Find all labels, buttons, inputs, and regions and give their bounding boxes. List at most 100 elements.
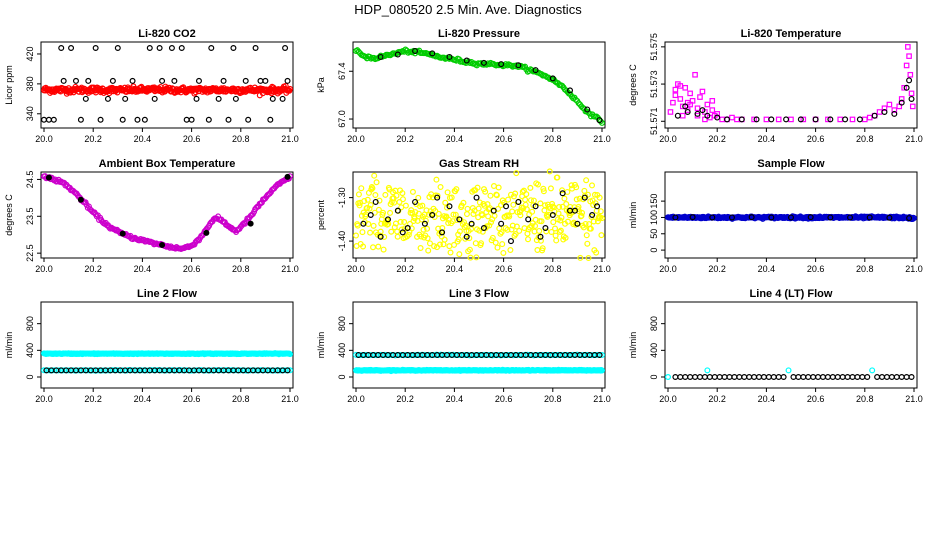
data-point <box>134 367 141 374</box>
series <box>664 367 876 381</box>
y-axis-label: degrees C <box>628 64 638 106</box>
data-point <box>527 197 534 204</box>
data-point <box>455 236 462 243</box>
data-point <box>151 95 158 102</box>
data-point <box>195 77 202 84</box>
data-point <box>94 367 101 374</box>
data-point <box>409 188 416 195</box>
data-point <box>415 194 422 201</box>
figure-title: HDP_080520 2.5 Min. Ave. Diagnostics <box>354 2 582 17</box>
data-point <box>129 77 136 84</box>
data-point <box>697 94 703 100</box>
data-point <box>738 116 745 123</box>
data-point <box>578 212 585 219</box>
data-point <box>815 374 822 381</box>
data-point <box>684 108 691 115</box>
chart-panel-6: Sample Flow ml/min 20.0 20.2 20.4 20.6 20.8 21.… <box>628 158 923 274</box>
data-point <box>513 223 520 230</box>
data-point <box>859 374 866 381</box>
data-point <box>363 352 370 359</box>
data-point <box>367 352 374 359</box>
data-point <box>366 205 373 212</box>
data-point <box>692 71 698 78</box>
data-point <box>426 240 433 247</box>
data-point <box>504 62 511 69</box>
data-point <box>536 227 543 234</box>
data-point <box>849 374 856 381</box>
data-point <box>590 218 597 225</box>
chart-panel-7: Line 2 Flow ml/min 20.0 20.2 20.4 20.6 20.8 21.… <box>4 288 299 404</box>
data-point <box>360 243 367 250</box>
data-point <box>753 116 760 123</box>
data-point <box>460 199 467 206</box>
data-point <box>370 54 377 61</box>
y-tick-label: 22.5 <box>25 244 35 262</box>
data-point <box>472 240 479 247</box>
y-axis-label: percent <box>316 199 326 230</box>
data-point <box>393 192 400 199</box>
data-point <box>434 194 441 201</box>
data-point <box>861 116 868 123</box>
data-point <box>367 212 374 219</box>
data-point <box>156 44 163 51</box>
y-tick-label: -1.40 <box>337 231 347 252</box>
data-point <box>40 367 47 374</box>
x-tick-label: 20.2 <box>396 394 414 404</box>
data-point <box>284 173 291 180</box>
data-point <box>225 116 232 123</box>
data-point <box>424 235 431 242</box>
data-point <box>906 215 913 222</box>
data-point <box>825 116 831 123</box>
x-tick-label: 21.0 <box>593 134 611 144</box>
x-tick-label: 20.0 <box>35 264 53 274</box>
data-point <box>466 246 473 253</box>
data-point <box>751 116 757 123</box>
x-tick-label: 20.8 <box>544 394 562 404</box>
data-point <box>751 374 758 381</box>
data-point <box>552 225 559 232</box>
data-point <box>417 245 424 252</box>
x-tick-label: 20.8 <box>232 134 250 144</box>
x-tick-label: 21.0 <box>905 264 923 274</box>
data-point <box>824 374 831 381</box>
data-point <box>394 233 401 240</box>
data-point <box>462 222 469 229</box>
data-point <box>401 218 408 225</box>
data-point <box>476 227 483 234</box>
x-tick-label: 20.4 <box>134 134 152 144</box>
data-point <box>903 374 910 381</box>
data-point <box>359 229 366 236</box>
data-point <box>440 54 447 61</box>
series <box>377 47 603 124</box>
data-point <box>682 374 689 381</box>
data-point <box>787 214 794 221</box>
x-tick-label: 20.8 <box>856 264 874 274</box>
data-point <box>672 92 679 99</box>
data-point <box>598 215 605 222</box>
data-point <box>849 116 856 123</box>
data-point <box>716 374 723 381</box>
y-tick-label: 51.571 <box>649 108 659 136</box>
data-point <box>539 245 546 252</box>
data-point <box>556 204 563 211</box>
x-tick-label: 20.4 <box>134 394 152 404</box>
data-point <box>775 374 782 381</box>
data-point <box>406 352 413 359</box>
data-point <box>429 50 436 57</box>
y-tick-label: 0 <box>337 374 347 379</box>
data-point <box>583 177 590 184</box>
data-point <box>141 116 148 123</box>
data-point <box>45 116 52 123</box>
data-point <box>499 241 506 248</box>
x-tick-label: 20.6 <box>807 264 825 274</box>
data-point <box>582 220 589 227</box>
data-point <box>694 110 701 117</box>
chart-title: Gas Stream RH <box>439 158 519 170</box>
data-point <box>564 188 571 195</box>
data-point <box>456 216 463 223</box>
data-point <box>402 352 409 359</box>
data-point <box>208 44 215 51</box>
data-point <box>883 374 890 381</box>
data-point <box>593 249 600 256</box>
data-point <box>589 182 596 189</box>
